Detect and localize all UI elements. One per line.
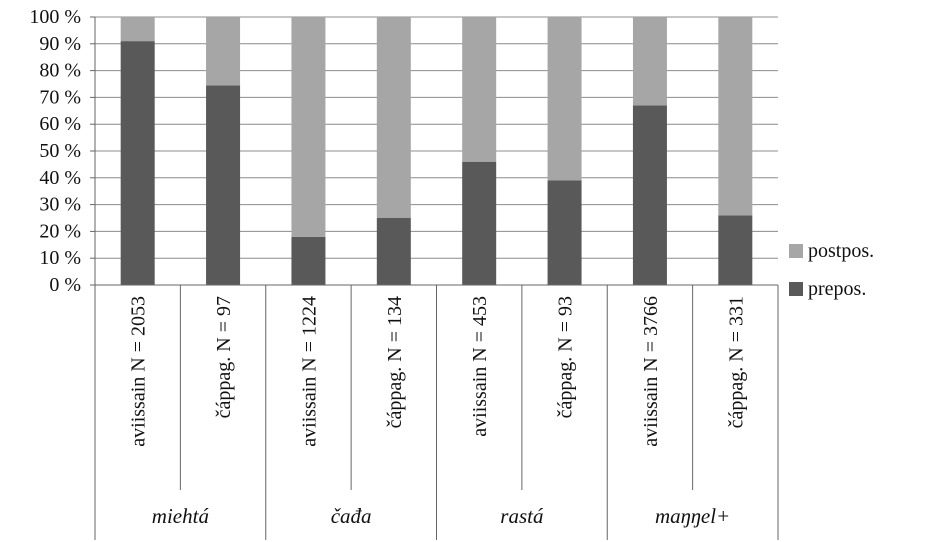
category-label: aviissain N = 3766 [640,296,662,447]
category-label: čáppag. N = 93 [555,296,577,418]
category-label: čáppag. N = 97 [213,296,235,418]
bar-prepos-4 [376,218,411,285]
bar-prepos-3 [291,236,326,285]
bar-postpos-7 [632,17,667,106]
bar-prepos-1 [120,41,155,286]
y-tick-label: 30 % [39,194,81,216]
category-label: aviissain N = 2053 [128,296,150,447]
legend-swatch [789,244,803,258]
legend-swatch [789,282,803,296]
bar-prepos-2 [206,85,241,285]
legend-label: postpos. [808,240,874,262]
bar-prepos-6 [547,180,582,285]
y-tick-label: 50 % [39,140,81,162]
bar-postpos-3 [291,17,326,237]
y-tick-label: 80 % [39,60,81,82]
category-label: čáppag. N = 134 [384,296,406,428]
group-label: rastá [500,504,544,528]
category-label: aviissain N = 1224 [298,296,320,447]
bar-prepos-5 [462,161,497,285]
bar-postpos-1 [120,17,155,42]
bar-postpos-8 [718,17,753,216]
group-label: miehtá [152,504,210,528]
y-tick-label: 10 % [39,247,81,269]
bar-postpos-2 [206,17,241,86]
bar-postpos-6 [547,17,582,181]
y-tick-label: 0 % [49,274,81,296]
category-label: čáppag. N = 331 [725,296,747,428]
bar-prepos-8 [718,215,753,285]
y-tick-label: 100 % [29,6,81,28]
y-tick-label: 90 % [39,33,81,55]
y-tick-label: 70 % [39,86,81,108]
group-label: čađa [331,504,372,528]
y-tick-label: 60 % [39,113,81,135]
y-tick-label: 40 % [39,167,81,189]
y-tick-label: 20 % [39,220,81,242]
legend-label: prepos. [808,278,866,300]
bar-postpos-4 [376,17,411,218]
category-label: aviissain N = 453 [469,296,491,437]
bar-prepos-7 [632,105,667,285]
group-label: maŋŋel+ [655,504,730,528]
bar-postpos-5 [462,17,497,162]
